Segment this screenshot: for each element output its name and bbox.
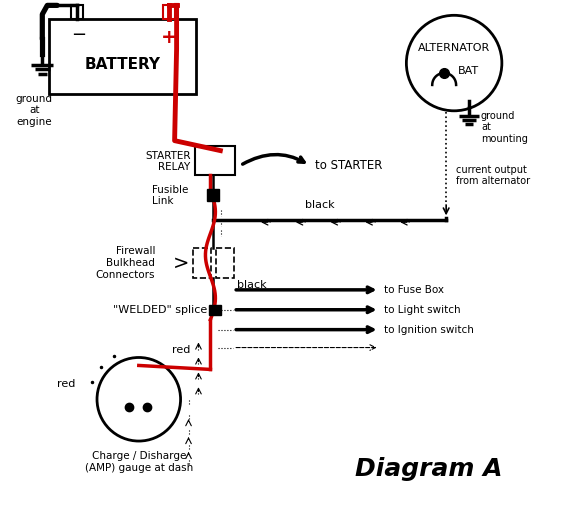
Text: black: black xyxy=(305,200,335,211)
Text: Diagram A: Diagram A xyxy=(355,457,503,481)
Text: to STARTER: to STARTER xyxy=(315,159,382,172)
Bar xyxy=(210,305,221,314)
Bar xyxy=(193,248,211,278)
Bar xyxy=(162,5,175,19)
Bar xyxy=(71,5,83,19)
Text: red: red xyxy=(172,344,191,354)
Text: +: + xyxy=(160,28,177,47)
Bar xyxy=(195,145,235,175)
Text: −: − xyxy=(71,26,86,44)
Text: black: black xyxy=(237,280,266,290)
Bar xyxy=(207,190,219,201)
Text: ground
at
engine: ground at engine xyxy=(16,94,53,127)
Text: "WELDED" splice: "WELDED" splice xyxy=(113,304,207,315)
Text: BAT: BAT xyxy=(458,66,479,76)
Bar xyxy=(216,248,234,278)
Text: to Light switch: to Light switch xyxy=(385,304,461,315)
Text: BATTERY: BATTERY xyxy=(85,57,161,72)
Text: to Ignition switch: to Ignition switch xyxy=(385,324,475,334)
Text: to Fuse Box: to Fuse Box xyxy=(385,285,445,295)
Text: STARTER
RELAY: STARTER RELAY xyxy=(145,151,191,172)
Text: Fusible
Link: Fusible Link xyxy=(151,185,188,206)
Text: Charge / Disharge
(AMP) gauge at dash: Charge / Disharge (AMP) gauge at dash xyxy=(85,451,193,472)
Bar xyxy=(50,19,196,94)
Text: ground
at
mounting: ground at mounting xyxy=(481,111,528,144)
Text: current output
from alternator: current output from alternator xyxy=(456,165,530,186)
Text: >: > xyxy=(173,254,190,272)
Text: ALTERNATOR: ALTERNATOR xyxy=(418,43,490,53)
Text: Firewall
Bulkhead
Connectors: Firewall Bulkhead Connectors xyxy=(96,246,155,280)
Text: red: red xyxy=(57,380,75,390)
